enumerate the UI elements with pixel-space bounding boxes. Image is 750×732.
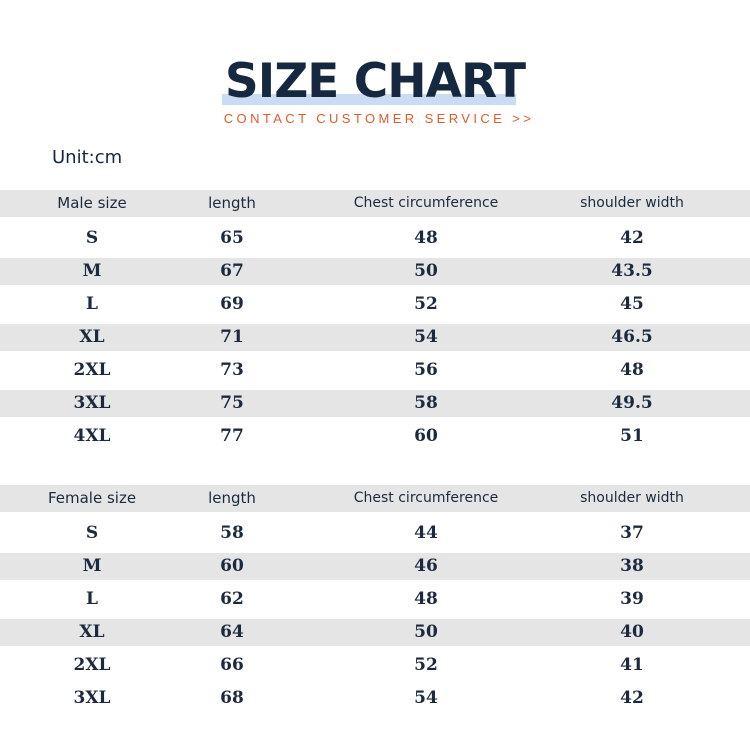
- length-cell: 68: [220, 688, 244, 708]
- length-cell: 58: [220, 523, 244, 543]
- chest-cell: 48: [414, 589, 438, 609]
- chest-cell: 58: [414, 393, 438, 413]
- table-row: 3XL 75 58 49.5: [0, 390, 750, 417]
- shoulder-cell: 43.5: [611, 261, 653, 281]
- shoulder-cell: 42: [620, 228, 644, 248]
- chest-cell: 52: [414, 294, 438, 314]
- size-cell: S: [85, 228, 99, 248]
- table-row: 2XL 73 56 48: [0, 357, 750, 384]
- contact-customer-service-link[interactable]: CONTACT CUSTOMER SERVICE >>: [223, 111, 535, 126]
- size-cell: XL: [79, 622, 105, 642]
- size-cell: M: [82, 261, 102, 281]
- column-header-length: length: [208, 194, 256, 212]
- chest-cell: 48: [414, 228, 438, 248]
- table-row: 4XL 77 60 51: [0, 423, 750, 450]
- length-cell: 65: [220, 228, 244, 248]
- chest-cell: 52: [414, 655, 438, 675]
- shoulder-cell: 38: [620, 556, 644, 576]
- size-cell: XL: [79, 327, 105, 347]
- length-cell: 75: [220, 393, 244, 413]
- chest-cell: 56: [414, 360, 438, 380]
- table-row: M 60 46 38: [0, 553, 750, 580]
- length-cell: 67: [220, 261, 244, 281]
- shoulder-cell: 42: [620, 688, 644, 708]
- length-cell: 69: [220, 294, 244, 314]
- table-row: S 65 48 42: [0, 225, 750, 252]
- length-cell: 62: [220, 589, 244, 609]
- shoulder-cell: 49.5: [611, 393, 653, 413]
- table-row: XL 64 50 40: [0, 619, 750, 646]
- column-header-size: Male size: [57, 194, 127, 212]
- length-cell: 66: [220, 655, 244, 675]
- title-highlight-bar: [222, 94, 516, 105]
- column-header-length: length: [208, 489, 256, 507]
- chest-cell: 44: [414, 523, 438, 543]
- unit-label: Unit:cm: [52, 147, 123, 168]
- length-cell: 60: [220, 556, 244, 576]
- shoulder-cell: 51: [620, 426, 644, 446]
- table-row: L 69 52 45: [0, 291, 750, 318]
- size-cell: 3XL: [73, 688, 111, 708]
- page-title: SIZE CHART: [224, 54, 526, 109]
- chest-cell: 50: [414, 261, 438, 281]
- chest-cell: 46: [414, 556, 438, 576]
- column-header-shoulder: shoulder width: [580, 195, 684, 211]
- chest-cell: 50: [414, 622, 438, 642]
- shoulder-cell: 45: [620, 294, 644, 314]
- table-row: M 67 50 43.5: [0, 258, 750, 285]
- size-cell: 4XL: [73, 426, 111, 446]
- length-cell: 77: [220, 426, 244, 446]
- title-container: SIZE CHART: [0, 56, 750, 108]
- shoulder-cell: 37: [620, 523, 644, 543]
- shoulder-cell: 48: [620, 360, 644, 380]
- column-header-chest: Chest circumference: [353, 195, 499, 211]
- length-cell: 64: [220, 622, 244, 642]
- chest-cell: 60: [414, 426, 438, 446]
- size-cell: 3XL: [73, 393, 111, 413]
- column-header-shoulder: shoulder width: [580, 490, 684, 506]
- size-cell: 2XL: [73, 655, 111, 675]
- table-row: 2XL 66 52 41: [0, 652, 750, 679]
- chest-cell: 54: [414, 327, 438, 347]
- shoulder-cell: 39: [620, 589, 644, 609]
- size-cell: L: [86, 589, 98, 609]
- length-cell: 73: [220, 360, 244, 380]
- shoulder-cell: 46.5: [611, 327, 653, 347]
- size-cell: M: [82, 556, 102, 576]
- column-header-chest: Chest circumference: [353, 490, 499, 506]
- table-row: S 58 44 37: [0, 520, 750, 547]
- table-header-row: Male size length Chest circumference sho…: [0, 190, 750, 217]
- table-row: 3XL 68 54 42: [0, 685, 750, 712]
- shoulder-cell: 40: [620, 622, 644, 642]
- length-cell: 71: [220, 327, 244, 347]
- size-cell: S: [85, 523, 99, 543]
- table-row: L 62 48 39: [0, 586, 750, 613]
- column-header-size: Female size: [47, 489, 137, 507]
- table-row: XL 71 54 46.5: [0, 324, 750, 351]
- size-cell: L: [86, 294, 98, 314]
- shoulder-cell: 41: [620, 655, 644, 675]
- table-header-row: Female size length Chest circumference s…: [0, 485, 750, 512]
- size-cell: 2XL: [73, 360, 111, 380]
- chest-cell: 54: [414, 688, 438, 708]
